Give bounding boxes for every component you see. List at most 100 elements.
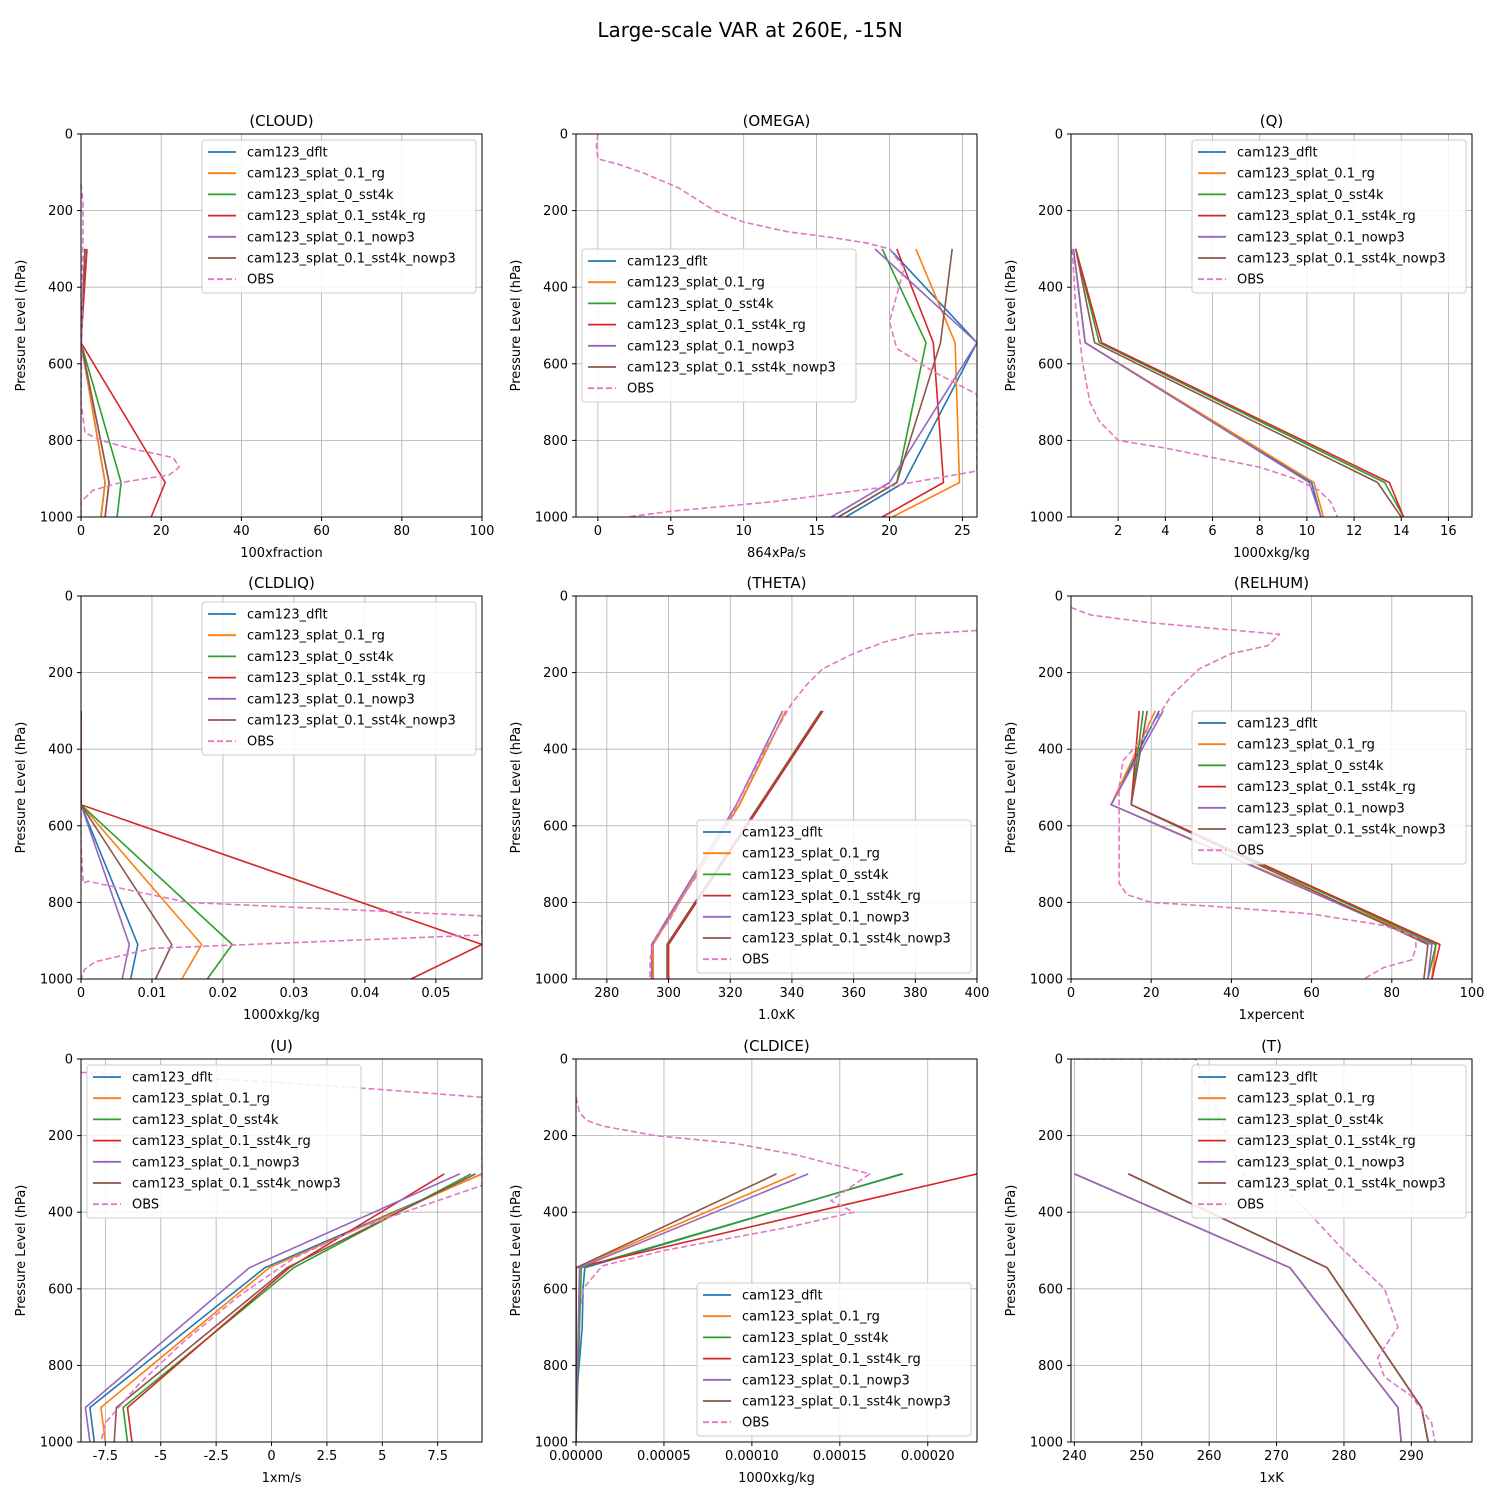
x-tick-label: 20 (153, 524, 170, 539)
legend-box (696, 1282, 972, 1437)
y-tick-label: 600 (543, 357, 568, 372)
legend-label: cam123_splat_0.1_rg (132, 1092, 270, 1107)
series-line-cam123_splat_0.1_sst4k_nowp3 (576, 1173, 777, 1442)
x-tick-label: -5 (154, 1449, 167, 1464)
x-tick-label: -2.5 (203, 1449, 228, 1464)
x-tick-label: 16 (1440, 524, 1457, 539)
x-tick-label: 240 (1062, 1449, 1087, 1464)
legend-box (1191, 139, 1467, 294)
legend-label: cam123_dflt (1237, 1071, 1318, 1086)
legend-label: cam123_splat_0.1_nowp3 (132, 1155, 300, 1170)
legend-label: cam123_splat_0_sst4k (742, 868, 889, 883)
legend-label: cam123_splat_0.1_nowp3 (247, 692, 415, 707)
legend-label: cam123_splat_0.1_rg (742, 1310, 880, 1325)
series-line-cam123_splat_0.1_sst4k_nowp3 (1074, 248, 1402, 517)
x-axis-label: 100xfraction (240, 546, 322, 561)
x-tick-label: 0.00015 (813, 1449, 867, 1464)
legend-label: cam123_splat_0.1_rg (1237, 167, 1375, 182)
subplot-title: (Q) (1260, 112, 1284, 130)
legend-label: cam123_splat_0.1_sst4k_rg (1237, 1134, 1416, 1149)
legend-label: OBS (132, 1198, 159, 1213)
subplot-title: (CLDLIQ) (248, 574, 315, 592)
x-tick-label: 25 (954, 524, 971, 539)
x-tick-label: 0 (1067, 986, 1075, 1001)
legend-box (1191, 1064, 1467, 1219)
legend-label: cam123_splat_0.1_sst4k_nowp3 (742, 932, 951, 947)
legend-label: cam123_splat_0.1_nowp3 (742, 1373, 910, 1388)
y-axis-label: Pressure Level (hPa) (1004, 260, 1019, 392)
x-axis-label: 1000xkg/kg (738, 1471, 815, 1486)
x-tick-label: 4 (1161, 524, 1169, 539)
x-axis-label: 864xPa/s (747, 546, 806, 561)
x-tick-label: 8 (1256, 524, 1264, 539)
legend-label: OBS (1237, 1198, 1264, 1213)
axes-frame (1070, 133, 1473, 518)
y-tick-label: 0 (560, 128, 568, 143)
y-axis-label: Pressure Level (hPa) (14, 722, 29, 854)
series-line-cam123_splat_0.1_nowp3 (84, 1173, 461, 1442)
series-line-cam123_splat_0.1_sst4k_rg (81, 248, 166, 517)
y-tick-label: 600 (543, 819, 568, 834)
y-tick-label: 0 (65, 128, 73, 143)
legend-label: cam123_splat_0_sst4k (1237, 1113, 1384, 1128)
y-tick-label: 400 (543, 1206, 568, 1221)
legend-label: cam123_dflt (742, 826, 823, 841)
series-line-cam123_splat_0.1_rg (892, 248, 961, 517)
x-tick-label: 0.01 (137, 986, 166, 1001)
y-tick-label: 800 (48, 434, 73, 449)
legend-box (696, 819, 972, 974)
x-tick-label: 280 (1332, 1449, 1357, 1464)
subplot-5: 280 300 320 340 360 380 400 0 200 400 600 800 1000 (T… (509, 574, 989, 1023)
legend-label: cam123_splat_0.1_sst4k_nowp3 (132, 1177, 341, 1192)
legend: cam123_dflt cam123_splat_0.1_rg cam123_spl… (581, 248, 857, 403)
x-tick-label: 40 (1223, 986, 1240, 1001)
y-tick-label: 200 (48, 666, 73, 681)
series-line-cam123_dflt (81, 710, 139, 979)
y-tick-label: 600 (543, 1282, 568, 1297)
x-tick-label: 250 (1129, 1449, 1154, 1464)
x-tick-label: 0.05 (421, 986, 450, 1001)
y-tick-label: 800 (1038, 1359, 1063, 1374)
x-tick-label: 0.00005 (637, 1449, 691, 1464)
y-tick-label: 1000 (535, 973, 568, 988)
x-tick-label: 100 (470, 524, 495, 539)
legend: cam123_dflt cam123_splat_0.1_rg cam123_spl… (696, 1282, 972, 1437)
legend-label: cam123_splat_0_sst4k (247, 650, 394, 665)
y-tick-label: 400 (48, 743, 73, 758)
y-tick-label: 800 (543, 434, 568, 449)
y-tick-label: 800 (543, 1359, 568, 1374)
legend-box (201, 139, 477, 294)
legend: cam123_dflt cam123_splat_0.1_rg cam123_spl… (201, 601, 477, 756)
series-line-cam123_splat_0.1_nowp3 (1074, 1173, 1402, 1442)
series-line-cam123_dflt (845, 248, 977, 517)
y-tick-label: 0 (1055, 1053, 1063, 1068)
x-tick-label: 6 (1208, 524, 1216, 539)
series-line-OBS (595, 134, 977, 517)
series-line-OBS (576, 1097, 871, 1305)
x-tick-label: 7.5 (427, 1449, 448, 1464)
series-line-cam123_splat_0.1_sst4k_rg (576, 1173, 977, 1442)
y-tick-label: 0 (1055, 128, 1063, 143)
legend-label: cam123_splat_0.1_sst4k_rg (742, 889, 921, 904)
legend-label: cam123_splat_0.1_rg (1237, 1092, 1375, 1107)
legend: cam123_dflt cam123_splat_0.1_rg cam123_spl… (1191, 1064, 1467, 1219)
x-tick-label: 100 (1460, 986, 1485, 1001)
x-tick-label: 60 (1303, 986, 1320, 1001)
legend-label: cam123_splat_0_sst4k (247, 188, 394, 203)
series-line-cam123_splat_0.1_nowp3 (576, 1173, 809, 1442)
figure-suptitle: Large-scale VAR at 260E, -15N (597, 18, 902, 42)
series-line-OBS (649, 629, 977, 979)
y-tick-label: 0 (65, 1053, 73, 1068)
legend-label: cam123_dflt (627, 255, 708, 270)
y-tick-label: 200 (1038, 666, 1063, 681)
legend-label: cam123_splat_0.1_rg (247, 167, 385, 182)
y-tick-label: 200 (543, 666, 568, 681)
y-axis-label: Pressure Level (hPa) (509, 1185, 524, 1317)
x-tick-label: 20 (1143, 986, 1160, 1001)
y-axis-label: Pressure Level (hPa) (509, 260, 524, 392)
legend-label: cam123_splat_0.1_sst4k_nowp3 (742, 1395, 951, 1410)
legend-label: cam123_splat_0.1_sst4k_nowp3 (627, 361, 836, 376)
legend: cam123_dflt cam123_splat_0.1_rg cam123_spl… (1191, 139, 1467, 294)
subplot-title: (CLDICE) (743, 1037, 809, 1055)
